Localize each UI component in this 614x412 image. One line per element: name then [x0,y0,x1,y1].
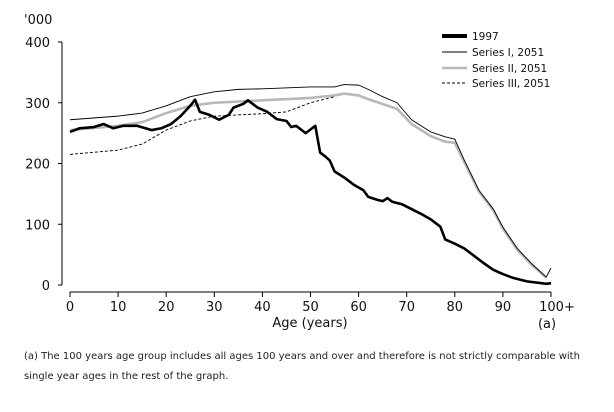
series-line-series-ii-2051 [69,92,548,279]
x-tick-label: 70 [398,300,415,315]
x-tick-label: 0 [66,300,74,315]
x-axis-note: (a) [538,317,556,332]
y-axis-unit-label: '000 [24,13,52,28]
legend-label: 1997 [472,31,499,43]
legend-label: Series III, 2051 [472,78,550,90]
x-axis-label: Age (years) [272,316,347,331]
x-tick-label: 80 [447,300,464,315]
y-tick-label: 100 [25,218,50,233]
series-line-1997 [69,98,552,286]
y-tick-label: 200 [25,158,50,173]
series-line-series-i-2051 [69,84,552,278]
footnote: (a) The 100 years age group includes all… [24,351,580,382]
x-tick-label: 30 [206,300,223,315]
x-tick-label: 100+ [539,300,575,315]
legend-label: Series II, 2051 [472,63,547,75]
y-tick-label: 0 [42,279,50,294]
x-tick-label: 60 [350,300,367,315]
y-tick-label: 300 [25,97,50,112]
series-line-series-iii-2051 [69,96,335,155]
x-tick-label: 20 [158,300,175,315]
x-tick-label: 50 [302,300,319,315]
y-tick-label: 400 [25,36,50,51]
x-tick-label: 10 [110,300,127,315]
x-tick-label: 90 [495,300,512,315]
legend-label: Series I, 2051 [472,47,544,59]
x-tick-label: 40 [254,300,271,315]
